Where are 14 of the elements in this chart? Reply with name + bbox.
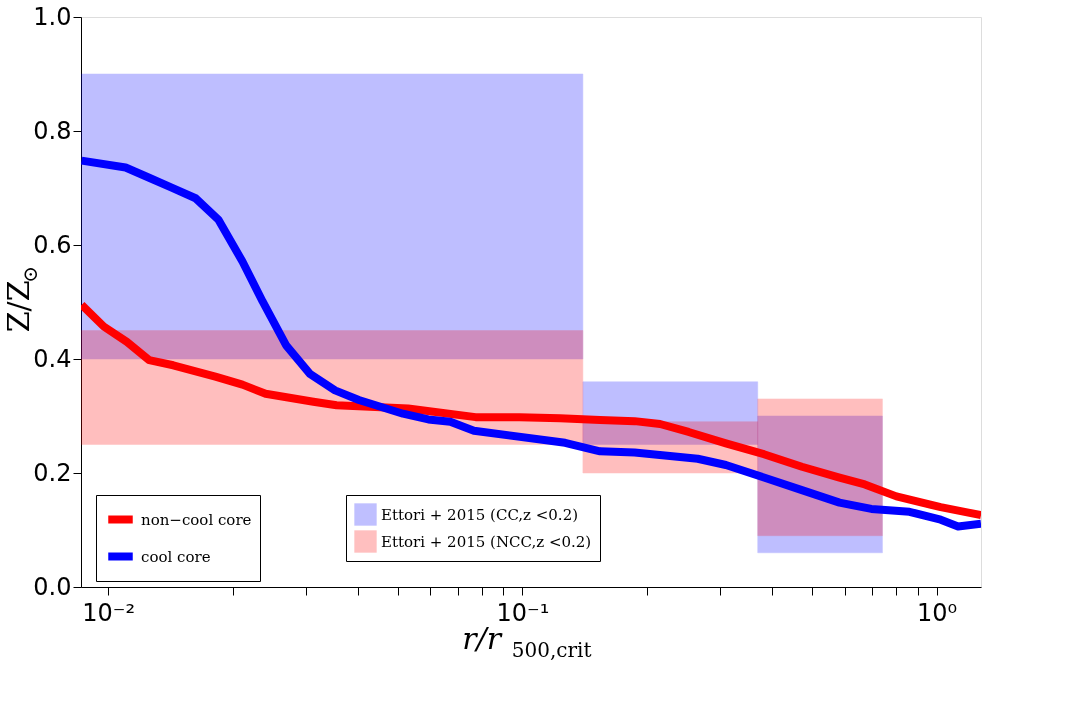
x-tick-label: 10⁰ bbox=[917, 598, 958, 627]
y-tick-label: 0.8 bbox=[33, 116, 72, 145]
y-tick-label: 0.6 bbox=[33, 230, 72, 259]
legend-label: Ettori + 2015 (NCC,z <0.2) bbox=[381, 532, 592, 551]
y-tick-label: 1.0 bbox=[33, 2, 72, 31]
x-tick-label: 10⁻² bbox=[82, 598, 136, 627]
y-axis-title: Z/Z⊙ bbox=[1, 265, 42, 333]
legend-label: Ettori + 2015 (CC,z <0.2) bbox=[381, 505, 579, 524]
y-tick-label: 0.0 bbox=[33, 572, 72, 601]
legend-label: non−cool core bbox=[141, 510, 252, 529]
y-tick-label: 0.4 bbox=[33, 344, 72, 373]
x-tick-label: 10⁻¹ bbox=[496, 598, 550, 627]
legend-label: cool core bbox=[141, 547, 211, 566]
y-tick-label: 0.2 bbox=[33, 458, 72, 487]
